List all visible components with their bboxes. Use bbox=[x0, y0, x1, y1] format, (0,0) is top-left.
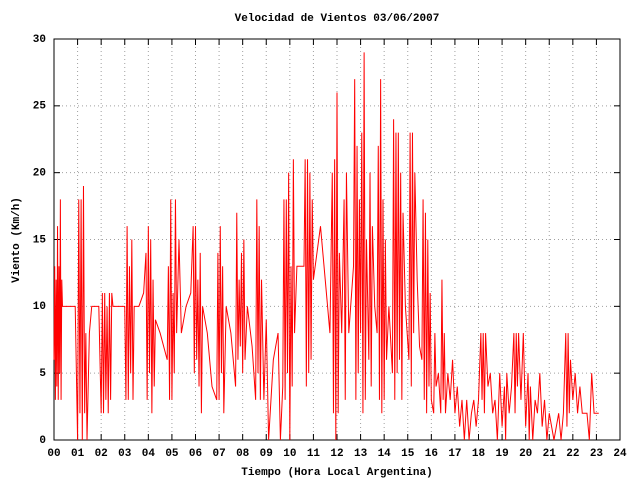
x-tick-label: 04 bbox=[142, 448, 156, 460]
x-tick-label: 17 bbox=[448, 448, 461, 460]
x-tick-label: 08 bbox=[236, 448, 250, 460]
y-tick-label: 30 bbox=[33, 34, 46, 46]
x-tick-label: 18 bbox=[472, 448, 486, 460]
x-tick-label: 23 bbox=[590, 448, 604, 460]
data-line bbox=[53, 52, 599, 441]
x-tick-label: 10 bbox=[283, 448, 296, 460]
x-tick-label: 20 bbox=[519, 448, 532, 460]
x-tick-label: 07 bbox=[212, 448, 225, 460]
x-tick-label: 15 bbox=[401, 448, 415, 460]
y-axis-label: Viento (Km/h) bbox=[11, 197, 23, 283]
y-tick-label: 15 bbox=[33, 234, 47, 246]
plot-frame bbox=[53, 38, 621, 441]
y-tick-label: 5 bbox=[39, 368, 46, 380]
y-tick-label: 20 bbox=[33, 168, 46, 180]
x-tick-label: 03 bbox=[118, 448, 132, 460]
x-tick-label: 24 bbox=[613, 448, 627, 460]
y-tick-label: 10 bbox=[33, 301, 46, 313]
x-tick-label: 00 bbox=[47, 448, 60, 460]
x-tick-label: 01 bbox=[71, 448, 85, 460]
x-tick-label: 06 bbox=[189, 448, 202, 460]
x-tick-label: 22 bbox=[566, 448, 579, 460]
x-tick-label: 05 bbox=[165, 448, 179, 460]
x-tick-label: 14 bbox=[378, 448, 392, 460]
y-tick-label: 25 bbox=[33, 101, 47, 113]
y-tick-label: 0 bbox=[39, 435, 46, 447]
x-tick-label: 11 bbox=[307, 448, 321, 460]
x-tick-label: 19 bbox=[495, 448, 508, 460]
chart-title: Velocidad de Vientos 03/06/2007 bbox=[235, 13, 440, 25]
x-tick-label: 12 bbox=[330, 448, 343, 460]
x-tick-label: 02 bbox=[95, 448, 108, 460]
x-tick-label: 13 bbox=[354, 448, 368, 460]
x-tick-label: 09 bbox=[260, 448, 273, 460]
x-tick-label: 21 bbox=[543, 448, 557, 460]
x-axis-label: Tiempo (Hora Local Argentina) bbox=[241, 467, 432, 479]
x-tick-label: 16 bbox=[425, 448, 438, 460]
